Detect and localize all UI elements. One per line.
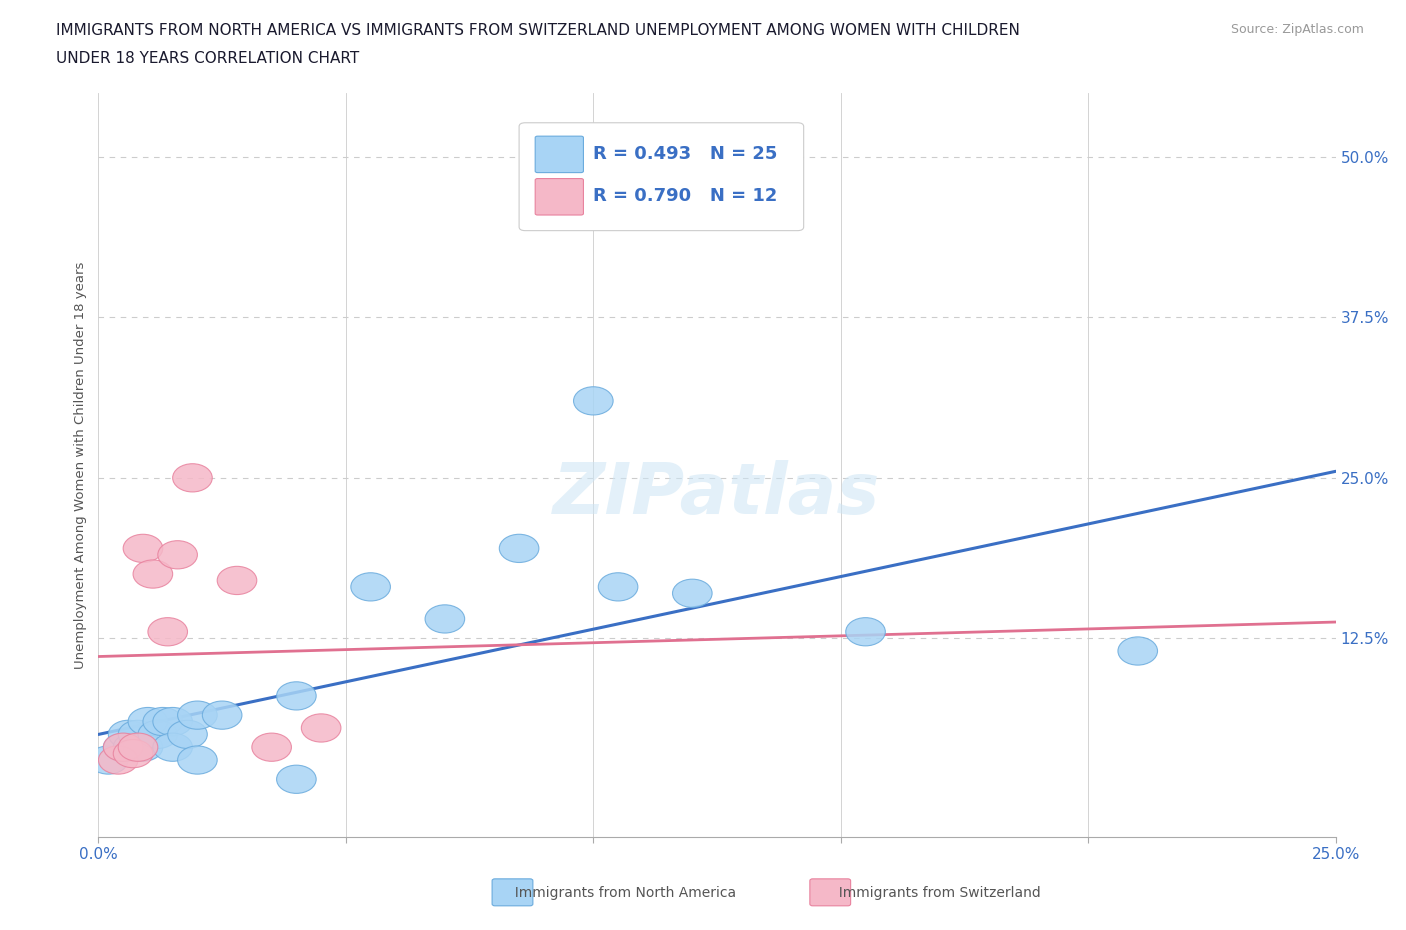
Ellipse shape xyxy=(118,720,157,749)
Ellipse shape xyxy=(98,746,138,774)
Text: UNDER 18 YEARS CORRELATION CHART: UNDER 18 YEARS CORRELATION CHART xyxy=(56,51,360,66)
Y-axis label: Unemployment Among Women with Children Under 18 years: Unemployment Among Women with Children U… xyxy=(75,261,87,669)
Ellipse shape xyxy=(108,720,148,749)
Ellipse shape xyxy=(89,746,128,774)
Text: IMMIGRANTS FROM NORTH AMERICA VS IMMIGRANTS FROM SWITZERLAND UNEMPLOYMENT AMONG : IMMIGRANTS FROM NORTH AMERICA VS IMMIGRA… xyxy=(56,23,1021,38)
Ellipse shape xyxy=(124,534,163,563)
Ellipse shape xyxy=(128,708,167,736)
Ellipse shape xyxy=(574,387,613,415)
FancyBboxPatch shape xyxy=(536,136,583,173)
Ellipse shape xyxy=(134,560,173,588)
Text: Immigrants from North America: Immigrants from North America xyxy=(506,885,737,900)
Ellipse shape xyxy=(352,573,391,601)
Ellipse shape xyxy=(114,733,153,762)
Ellipse shape xyxy=(157,540,197,569)
Ellipse shape xyxy=(143,708,183,736)
Ellipse shape xyxy=(173,464,212,492)
Text: R = 0.493   N = 25: R = 0.493 N = 25 xyxy=(593,145,778,163)
Ellipse shape xyxy=(104,733,143,762)
Ellipse shape xyxy=(277,682,316,710)
Ellipse shape xyxy=(153,733,193,762)
Ellipse shape xyxy=(1118,637,1157,665)
Ellipse shape xyxy=(217,566,257,594)
Ellipse shape xyxy=(301,714,340,742)
Ellipse shape xyxy=(138,720,177,749)
Ellipse shape xyxy=(202,701,242,729)
Ellipse shape xyxy=(499,534,538,563)
Text: R = 0.790   N = 12: R = 0.790 N = 12 xyxy=(593,187,778,205)
Ellipse shape xyxy=(177,701,217,729)
Ellipse shape xyxy=(672,579,711,607)
Ellipse shape xyxy=(124,733,163,762)
Ellipse shape xyxy=(153,708,193,736)
Ellipse shape xyxy=(114,739,153,768)
FancyBboxPatch shape xyxy=(810,879,851,906)
Ellipse shape xyxy=(252,733,291,762)
Ellipse shape xyxy=(846,618,886,645)
Ellipse shape xyxy=(167,720,207,749)
FancyBboxPatch shape xyxy=(492,879,533,906)
FancyBboxPatch shape xyxy=(519,123,804,231)
Ellipse shape xyxy=(277,765,316,793)
Ellipse shape xyxy=(104,733,143,762)
Text: ZIPatlas: ZIPatlas xyxy=(554,460,880,529)
Text: Immigrants from Switzerland: Immigrants from Switzerland xyxy=(830,885,1040,900)
Ellipse shape xyxy=(118,733,157,762)
Ellipse shape xyxy=(177,746,217,774)
Ellipse shape xyxy=(599,573,638,601)
Ellipse shape xyxy=(425,604,464,633)
Text: Source: ZipAtlas.com: Source: ZipAtlas.com xyxy=(1230,23,1364,36)
Ellipse shape xyxy=(148,618,187,645)
FancyBboxPatch shape xyxy=(536,179,583,215)
